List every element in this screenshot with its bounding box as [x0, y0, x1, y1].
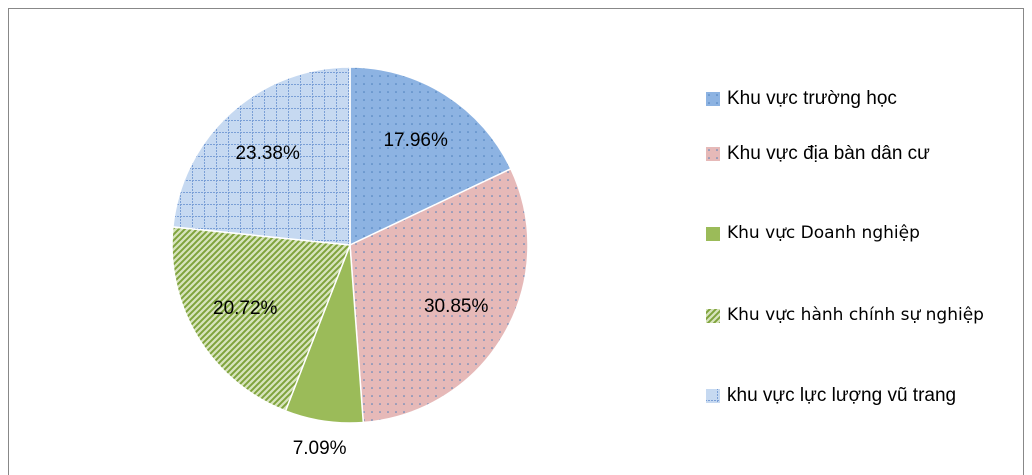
legend-label: khu vực lực lượng vũ trang — [727, 385, 957, 406]
pie-slice — [171, 226, 352, 412]
legend-swatch — [706, 92, 720, 106]
legend-entry: Khu vực hành chính sự nghiệp — [705, 300, 1015, 331]
pie-slice — [349, 66, 512, 247]
legend-label: Khu vực Doanh nghiệp — [727, 223, 920, 243]
legend-label: Khu vực trường học — [727, 88, 897, 109]
pie-slice — [349, 167, 529, 424]
frame — [8, 8, 1024, 475]
data-label: 7.09% — [293, 438, 347, 459]
data-label: 23.38% — [235, 143, 300, 164]
data-label: 20.72% — [213, 298, 278, 319]
legend-label: Khu vực hành chính sự nghiệp — [727, 305, 984, 325]
legend-entry: Khu vực địa bàn dân cư — [705, 138, 1015, 169]
legend-swatch — [706, 309, 720, 323]
legend-label: Khu vực địa bàn dân cư — [727, 143, 930, 164]
legend-entry: Khu vực trường học — [705, 83, 1015, 114]
data-label: 17.96% — [383, 130, 448, 151]
legend-swatch — [706, 389, 720, 403]
legend-entry: khu vực lực lượng vũ trang — [705, 380, 1015, 411]
pie-slice — [172, 66, 351, 246]
legend-swatch — [706, 227, 720, 241]
legend-entry: Khu vực Doanh nghiệp — [705, 218, 1015, 249]
data-label: 30.85% — [424, 296, 489, 317]
legend-swatch — [706, 147, 720, 161]
